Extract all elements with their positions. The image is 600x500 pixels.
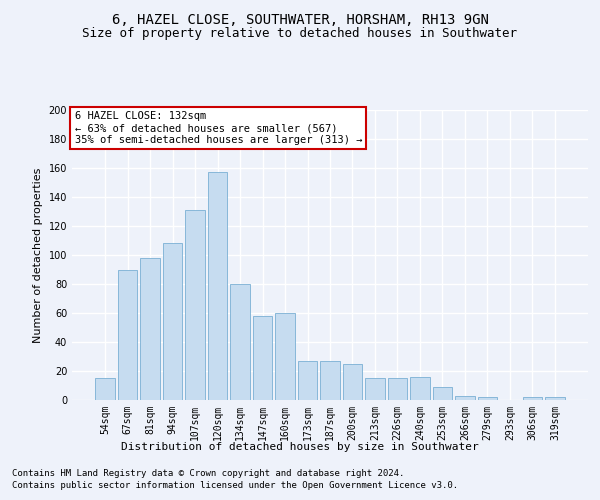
Bar bbox=[118, 270, 137, 400]
Bar bbox=[185, 210, 205, 400]
Bar bbox=[455, 396, 475, 400]
Bar bbox=[343, 364, 362, 400]
Bar bbox=[298, 361, 317, 400]
Bar bbox=[275, 313, 295, 400]
Bar bbox=[95, 378, 115, 400]
Bar bbox=[230, 284, 250, 400]
Bar bbox=[433, 387, 452, 400]
Text: Size of property relative to detached houses in Southwater: Size of property relative to detached ho… bbox=[83, 28, 517, 40]
Text: Contains HM Land Registry data © Crown copyright and database right 2024.: Contains HM Land Registry data © Crown c… bbox=[12, 468, 404, 477]
Bar bbox=[208, 172, 227, 400]
Bar bbox=[545, 397, 565, 400]
Bar bbox=[163, 244, 182, 400]
Bar bbox=[140, 258, 160, 400]
Y-axis label: Number of detached properties: Number of detached properties bbox=[33, 168, 43, 342]
Bar bbox=[388, 378, 407, 400]
Bar bbox=[253, 316, 272, 400]
Bar bbox=[478, 397, 497, 400]
Bar bbox=[365, 378, 385, 400]
Bar bbox=[410, 377, 430, 400]
Bar bbox=[320, 361, 340, 400]
Bar bbox=[523, 397, 542, 400]
Text: 6 HAZEL CLOSE: 132sqm
← 63% of detached houses are smaller (567)
35% of semi-det: 6 HAZEL CLOSE: 132sqm ← 63% of detached … bbox=[74, 112, 362, 144]
Text: Distribution of detached houses by size in Southwater: Distribution of detached houses by size … bbox=[121, 442, 479, 452]
Text: 6, HAZEL CLOSE, SOUTHWATER, HORSHAM, RH13 9GN: 6, HAZEL CLOSE, SOUTHWATER, HORSHAM, RH1… bbox=[112, 12, 488, 26]
Text: Contains public sector information licensed under the Open Government Licence v3: Contains public sector information licen… bbox=[12, 481, 458, 490]
